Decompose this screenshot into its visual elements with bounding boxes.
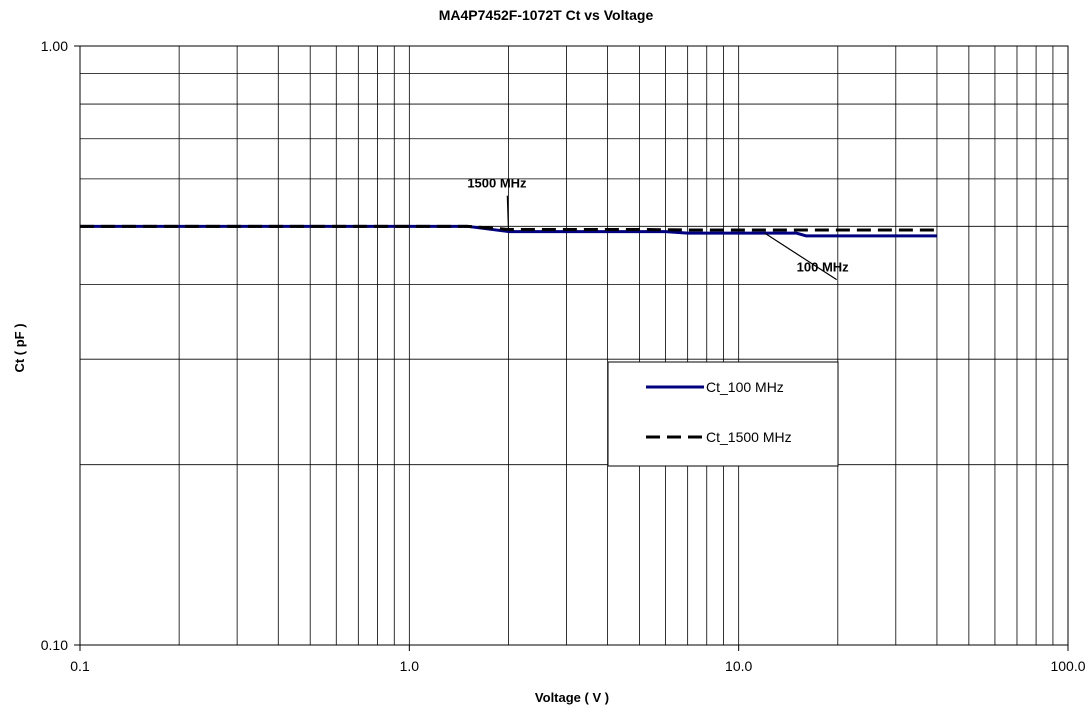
y-axis-label: Ct ( pF ) — [12, 323, 27, 372]
x-tick-label: 1.0 — [400, 658, 420, 674]
annotation-leader-line — [506, 195, 510, 230]
x-tick-label: 10.0 — [725, 658, 752, 674]
series-line-ct-100mhz — [80, 224, 937, 238]
series-layer — [80, 224, 937, 238]
x-axis-label: Voltage ( V ) — [535, 690, 609, 705]
legend-box — [607, 361, 839, 467]
y-tick-label: 0.10 — [41, 637, 68, 653]
annotation-leader-line — [764, 232, 837, 281]
plot-area-frame — [79, 45, 1069, 646]
axes: 0.1 1.0 10.0 100.0 0.10 1.00 — [41, 38, 1086, 674]
x-tick-label: 0.1 — [70, 658, 90, 674]
legend: Ct_100 MHz Ct_1500 MHz — [607, 361, 839, 467]
annotation-label: 1500 MHz — [467, 176, 527, 191]
y-tick-label: 1.00 — [41, 38, 68, 54]
annotation-label: 100 MHz — [797, 260, 850, 275]
grid — [80, 46, 1068, 645]
legend-entry-label: Ct_100 MHz — [706, 379, 784, 395]
legend-entry-label: Ct_1500 MHz — [706, 429, 792, 445]
chart-title: MA4P7452F-1072T Ct vs Voltage — [439, 7, 654, 23]
x-tick-label: 100.0 — [1050, 658, 1085, 674]
annotations: 1500 MHz 100 MHz — [467, 176, 850, 281]
